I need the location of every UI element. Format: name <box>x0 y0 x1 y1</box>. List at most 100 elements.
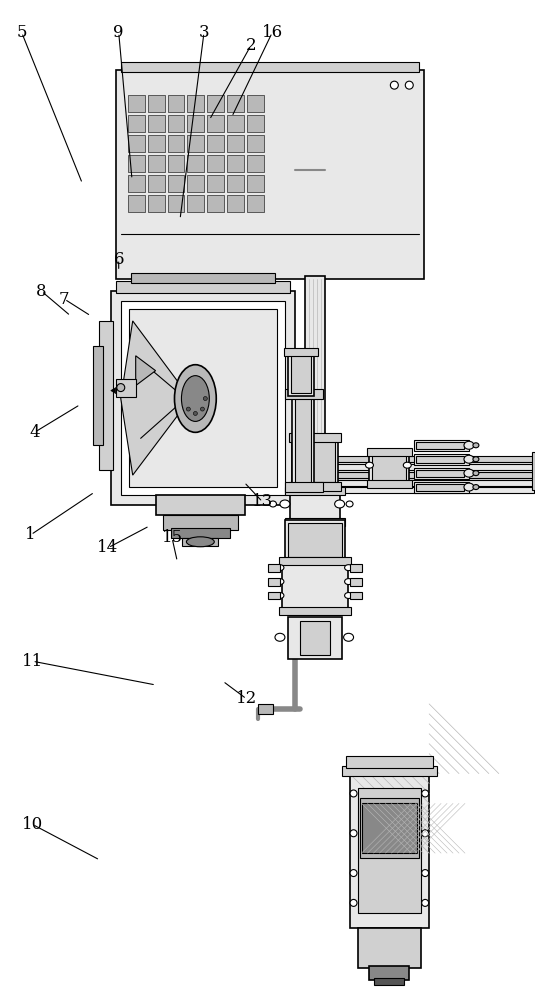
Text: 6: 6 <box>114 251 124 268</box>
Bar <box>289 433 340 442</box>
Bar <box>360 798 419 858</box>
Bar <box>258 704 273 714</box>
Bar <box>155 495 245 515</box>
Bar <box>111 291 295 505</box>
Bar <box>188 175 204 192</box>
Ellipse shape <box>276 593 284 598</box>
Text: 4: 4 <box>29 424 40 441</box>
Ellipse shape <box>345 593 353 598</box>
Bar <box>147 95 165 112</box>
Bar <box>289 482 340 491</box>
Ellipse shape <box>366 462 374 468</box>
Bar <box>147 195 165 212</box>
Polygon shape <box>136 356 155 386</box>
Bar <box>207 95 224 112</box>
Bar <box>93 346 103 445</box>
Bar <box>247 195 264 212</box>
Bar <box>207 195 224 212</box>
Bar <box>268 578 280 586</box>
Bar <box>162 515 238 530</box>
Bar <box>227 175 244 192</box>
Bar <box>375 978 404 985</box>
Ellipse shape <box>280 500 290 508</box>
Bar <box>175 468 534 476</box>
Bar <box>416 484 464 491</box>
Text: 10: 10 <box>21 816 43 833</box>
Bar <box>349 774 429 928</box>
Text: 13: 13 <box>252 493 273 510</box>
Bar <box>188 115 204 132</box>
Bar <box>207 155 224 172</box>
Bar <box>414 482 469 493</box>
Bar <box>284 348 318 356</box>
Bar <box>168 95 184 112</box>
Bar <box>295 438 334 482</box>
Bar <box>368 448 412 456</box>
Polygon shape <box>121 321 190 475</box>
Bar <box>182 538 218 546</box>
Bar <box>358 788 421 913</box>
Bar <box>288 523 341 557</box>
Bar <box>368 480 412 488</box>
Bar <box>349 578 361 586</box>
Bar <box>268 564 280 572</box>
Bar <box>168 135 184 152</box>
Text: 14: 14 <box>98 539 118 556</box>
Bar <box>358 928 421 968</box>
Ellipse shape <box>403 462 411 468</box>
Text: 11: 11 <box>21 653 43 670</box>
Bar <box>235 288 265 294</box>
Bar <box>227 155 244 172</box>
Bar <box>305 276 325 525</box>
Bar <box>129 309 277 487</box>
Bar <box>532 452 534 490</box>
Bar <box>416 456 464 463</box>
Ellipse shape <box>187 407 190 411</box>
Bar <box>268 592 280 599</box>
Bar <box>207 135 224 152</box>
Bar <box>247 95 264 112</box>
Bar <box>373 453 406 481</box>
Bar <box>116 281 290 293</box>
Text: 2: 2 <box>245 37 256 54</box>
Bar <box>288 617 341 659</box>
Bar <box>310 472 534 478</box>
Ellipse shape <box>390 81 398 89</box>
Bar <box>188 95 204 112</box>
Ellipse shape <box>344 633 354 641</box>
Bar <box>361 803 417 853</box>
Ellipse shape <box>464 441 474 449</box>
Ellipse shape <box>464 469 474 477</box>
Bar <box>247 115 264 132</box>
Bar <box>168 195 184 212</box>
Bar <box>175 460 534 466</box>
Text: 8: 8 <box>36 283 47 300</box>
Bar <box>292 435 338 485</box>
Ellipse shape <box>350 870 357 877</box>
Ellipse shape <box>464 483 474 491</box>
Bar <box>414 454 469 465</box>
Bar <box>168 175 184 192</box>
Bar <box>99 321 113 470</box>
Ellipse shape <box>187 537 214 547</box>
Bar <box>247 175 264 192</box>
Ellipse shape <box>175 365 216 432</box>
Bar <box>128 195 145 212</box>
Ellipse shape <box>473 457 479 462</box>
Bar <box>128 95 145 112</box>
Bar <box>240 279 260 291</box>
Ellipse shape <box>405 81 413 89</box>
Bar <box>128 155 145 172</box>
Bar <box>285 518 345 526</box>
Bar <box>147 115 165 132</box>
Bar <box>128 115 145 132</box>
Bar <box>170 528 230 538</box>
Bar <box>300 621 330 655</box>
Bar <box>227 95 244 112</box>
Ellipse shape <box>345 579 353 585</box>
Bar <box>285 389 323 399</box>
Bar <box>285 482 323 492</box>
Ellipse shape <box>422 899 429 906</box>
Ellipse shape <box>422 870 429 877</box>
Ellipse shape <box>334 500 345 508</box>
